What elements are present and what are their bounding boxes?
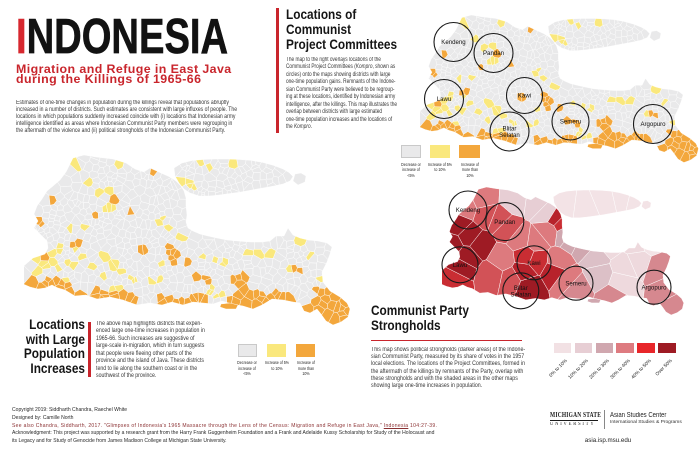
svg-text:Lawu: Lawu <box>437 96 452 103</box>
svg-text:Pandan: Pandan <box>483 50 504 57</box>
svg-text:Blitar: Blitar <box>503 126 517 133</box>
svg-text:Blitar: Blitar <box>514 285 528 292</box>
svg-text:Lawu: Lawu <box>453 262 468 269</box>
svg-text:Semeru: Semeru <box>565 280 586 287</box>
svg-text:Kendeng: Kendeng <box>441 39 465 46</box>
svg-text:Kendeng: Kendeng <box>456 207 480 214</box>
svg-text:Argopuro: Argopuro <box>641 284 667 291</box>
svg-text:Pandan: Pandan <box>494 219 515 226</box>
svg-text:Semeru: Semeru <box>560 119 581 126</box>
svg-text:Kawi: Kawi <box>527 260 540 267</box>
svg-text:Kawi: Kawi <box>518 93 531 100</box>
svg-text:Selatan: Selatan <box>510 291 531 298</box>
svg-text:Selatan: Selatan <box>499 132 520 139</box>
svg-text:Argopuro: Argopuro <box>640 121 666 128</box>
